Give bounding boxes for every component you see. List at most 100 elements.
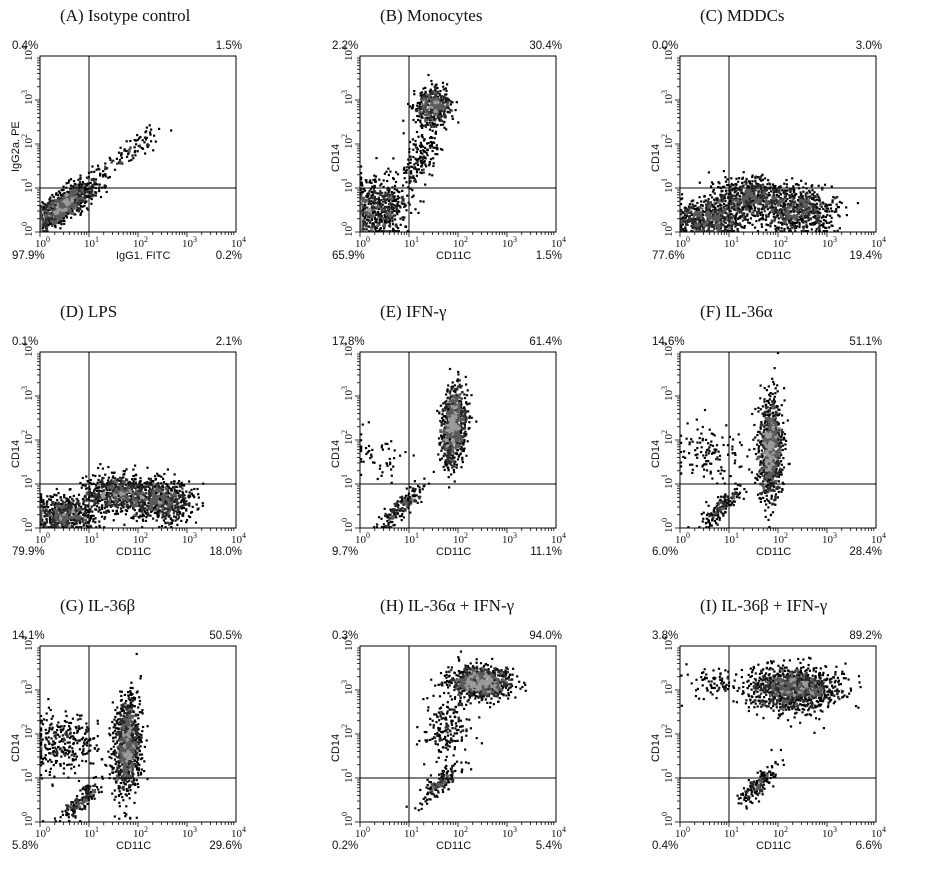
x-tick-label: 101 (84, 235, 99, 250)
event-point (364, 201, 366, 203)
event-point (731, 214, 733, 216)
event-point (434, 153, 436, 155)
event-point (370, 203, 372, 205)
event-point (59, 505, 61, 507)
event-point (688, 206, 690, 208)
event-point (755, 198, 757, 200)
event-point (434, 123, 436, 125)
event-point (830, 221, 832, 223)
event-point (406, 195, 408, 197)
event-point (699, 207, 701, 209)
event-point (780, 185, 782, 187)
event-point (746, 202, 748, 204)
event-point (748, 185, 750, 187)
event-point (709, 194, 711, 196)
event-point (82, 514, 84, 516)
event-point (106, 191, 108, 193)
x-tick-label: 102 (773, 235, 788, 250)
event-point (423, 107, 425, 109)
event-point (818, 223, 820, 225)
event-point (820, 203, 822, 205)
event-point (128, 160, 130, 162)
event-point (732, 195, 734, 197)
event-point (743, 184, 745, 186)
event-point (781, 212, 783, 214)
event-point (445, 93, 447, 95)
event-point (819, 205, 821, 207)
event-point (384, 196, 386, 198)
event-point (371, 218, 373, 220)
event-point (809, 197, 811, 199)
event-point (149, 134, 151, 136)
event-point (114, 169, 116, 171)
event-point (74, 199, 76, 201)
event-point (793, 214, 795, 216)
event-point (816, 216, 818, 218)
event-point (738, 200, 740, 202)
event-point (436, 148, 438, 150)
event-point (149, 131, 151, 133)
event-point (368, 220, 370, 222)
event-point (78, 184, 80, 186)
event-point (419, 200, 421, 202)
event-point (46, 500, 48, 502)
event-point (735, 189, 737, 191)
event-point (778, 227, 780, 229)
y-tick-label: 104 (660, 46, 675, 61)
event-point (416, 105, 418, 107)
event-point (778, 209, 780, 211)
event-point (846, 214, 848, 216)
event-point (746, 196, 748, 198)
event-point (762, 214, 764, 216)
event-point (388, 221, 390, 223)
event-point (144, 137, 146, 139)
y-tick-label: 104 (340, 46, 355, 61)
event-point (95, 178, 97, 180)
event-point (748, 198, 750, 200)
event-point (80, 202, 82, 204)
event-point (793, 191, 795, 193)
event-point (415, 146, 417, 148)
event-point (810, 202, 812, 204)
event-point (397, 173, 399, 175)
event-point (404, 177, 406, 179)
event-point (429, 161, 431, 163)
event-point (442, 99, 444, 101)
event-point (41, 201, 43, 203)
event-point (774, 216, 776, 218)
x-tick-label: 100 (35, 235, 50, 250)
event-point (823, 202, 825, 204)
event-point (45, 205, 47, 207)
event-point (87, 196, 89, 198)
event-point (93, 194, 95, 196)
event-point (429, 129, 431, 131)
event-point (53, 205, 55, 207)
event-point (387, 193, 389, 195)
event-point (370, 215, 372, 217)
event-point (776, 201, 778, 203)
event-point (806, 211, 808, 213)
event-point (64, 212, 66, 214)
event-cloud (360, 74, 459, 232)
event-point (76, 184, 78, 186)
event-point (436, 100, 438, 102)
event-point (369, 179, 371, 181)
event-point (775, 199, 777, 201)
event-point (375, 213, 377, 215)
event-point (66, 509, 68, 511)
x-tick-label: 103 (822, 235, 837, 250)
event-point (730, 177, 732, 179)
event-point (684, 215, 686, 217)
event-point (62, 189, 64, 191)
event-point (423, 111, 425, 113)
event-point (83, 525, 85, 527)
event-point (59, 211, 61, 213)
event-point (765, 193, 767, 195)
event-point (445, 87, 447, 89)
event-point (831, 186, 833, 188)
event-point (55, 200, 57, 202)
event-point (816, 193, 818, 195)
event-point (793, 206, 795, 208)
event-point (805, 223, 807, 225)
